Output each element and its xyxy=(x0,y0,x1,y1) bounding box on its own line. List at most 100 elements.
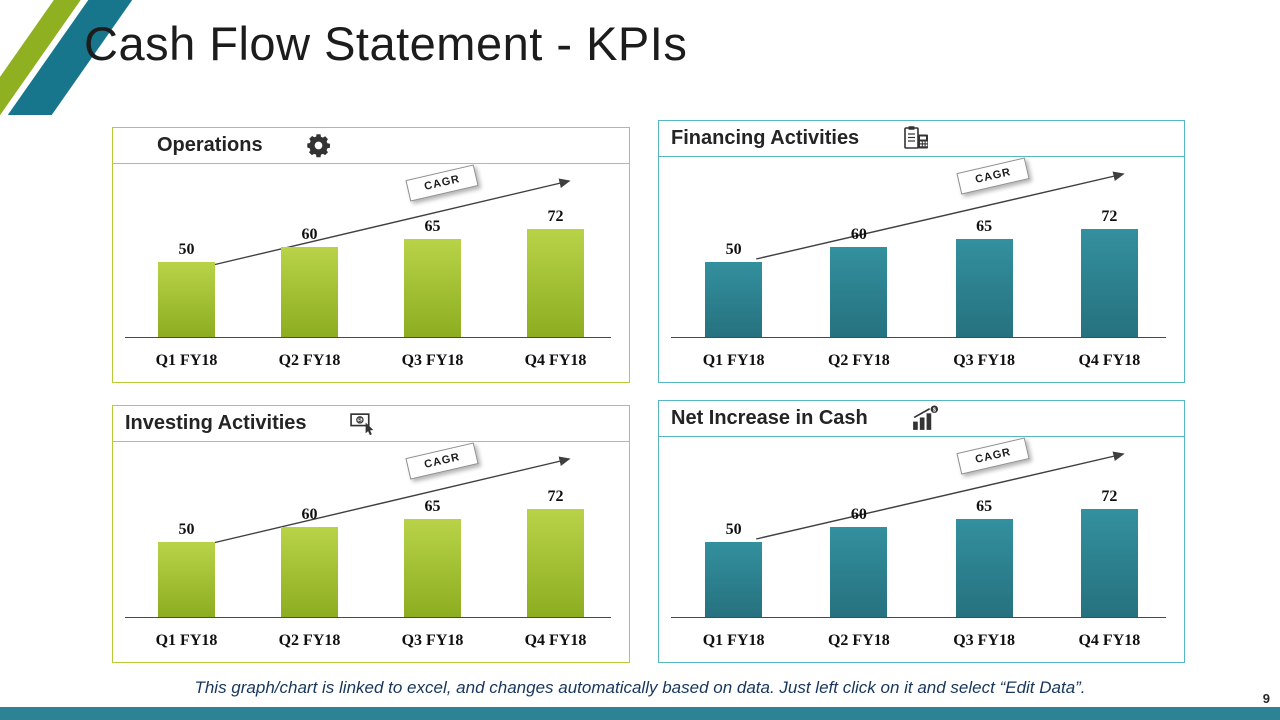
bar xyxy=(705,262,763,337)
svg-text:$: $ xyxy=(933,407,937,413)
page-number: 9 xyxy=(1262,691,1270,706)
chart-panel-operations[interactable]: Operations CAGR 50 60 65 xyxy=(112,127,630,383)
bar xyxy=(158,262,215,337)
bar-value: 60 xyxy=(301,226,318,243)
bars: 50 60 65 72 xyxy=(125,442,617,617)
bar xyxy=(830,247,888,337)
category-label: Q4 FY18 xyxy=(524,632,587,649)
category-labels: Q1 FY18 Q2 FY18 Q3 FY18 Q4 FY18 xyxy=(671,352,1172,370)
category-labels: Q1 FY18 Q2 FY18 Q3 FY18 Q4 FY18 xyxy=(125,632,617,650)
bar-value: 50 xyxy=(725,241,742,258)
bar-group: 60 xyxy=(248,226,371,337)
panel-header: Net Increase in Cash $ xyxy=(659,401,1184,437)
bar xyxy=(281,247,338,337)
footer-note: This graph/chart is linked to excel, and… xyxy=(194,678,1086,697)
bar xyxy=(281,527,338,617)
bar-group: 72 xyxy=(1047,208,1172,337)
bar-value: 65 xyxy=(976,218,993,235)
bar-value: 72 xyxy=(547,208,564,225)
bar xyxy=(158,542,215,617)
bar xyxy=(1080,229,1138,337)
category-label: Q1 FY18 xyxy=(155,352,218,369)
category-labels: Q1 FY18 Q2 FY18 Q3 FY18 Q4 FY18 xyxy=(671,632,1172,650)
bar-value: 50 xyxy=(178,241,195,258)
bar-value: 60 xyxy=(850,506,867,523)
svg-text:$: $ xyxy=(358,417,362,424)
bar-group: 50 xyxy=(671,521,796,617)
bar-group: 65 xyxy=(371,498,494,617)
bar xyxy=(1080,509,1138,617)
category-label: Q2 FY18 xyxy=(278,632,341,649)
trend-arrow xyxy=(756,171,1125,260)
money-click-icon: $ xyxy=(349,410,376,437)
x-axis-line xyxy=(125,337,611,338)
panel-title: Investing Activities xyxy=(125,412,307,434)
bars: 50 60 65 72 xyxy=(671,162,1172,337)
bar xyxy=(705,542,763,617)
bar-group: 60 xyxy=(796,506,921,617)
bar xyxy=(527,509,584,617)
bar-value: 65 xyxy=(976,498,993,515)
bar-group: 60 xyxy=(796,226,921,337)
slide-title: Cash Flow Statement - KPIs xyxy=(84,17,688,70)
bar-group: 50 xyxy=(671,241,796,337)
category-label: Q3 FY18 xyxy=(401,632,464,649)
bar-group: 50 xyxy=(125,241,248,337)
panel-header: Operations xyxy=(113,128,629,164)
category-label: Q1 FY18 xyxy=(702,352,765,369)
bar-value: 72 xyxy=(1101,208,1118,225)
panel-header: Financing Activities xyxy=(659,121,1184,157)
bar xyxy=(527,229,584,337)
x-axis-line xyxy=(671,617,1166,618)
panel-title: Financing Activities xyxy=(671,127,860,149)
panel-header: Investing Activities $ xyxy=(113,406,629,442)
bar xyxy=(404,239,461,337)
category-label: Q4 FY18 xyxy=(1078,632,1141,649)
category-label: Q1 FY18 xyxy=(702,632,765,649)
category-label: Q1 FY18 xyxy=(155,632,218,649)
bar-group: 60 xyxy=(248,506,371,617)
category-labels: Q1 FY18 Q2 FY18 Q3 FY18 Q4 FY18 xyxy=(125,352,617,370)
chart-area: CAGR 50 60 65 72 xyxy=(113,442,629,662)
trend-arrow xyxy=(208,178,571,267)
bar-value: 50 xyxy=(178,521,195,538)
bars: 50 60 65 72 xyxy=(671,442,1172,617)
gear-icon xyxy=(305,132,332,159)
bar-value: 72 xyxy=(547,488,564,505)
growth-chart-icon: $ xyxy=(910,405,939,432)
category-label: Q3 FY18 xyxy=(401,352,464,369)
chart-area: CAGR 50 60 65 72 xyxy=(113,164,629,382)
bar xyxy=(830,527,888,617)
footer-bar xyxy=(0,707,1280,720)
bar-group: 72 xyxy=(494,208,617,337)
bar-value: 65 xyxy=(424,218,441,235)
trend-arrow xyxy=(756,451,1125,540)
panel-title: Operations xyxy=(157,134,263,156)
chart-panel-investing-activities[interactable]: Investing Activities $ CAGR 50 xyxy=(112,405,630,663)
category-label: Q2 FY18 xyxy=(827,352,890,369)
bar-value: 72 xyxy=(1101,488,1118,505)
category-label: Q4 FY18 xyxy=(1078,352,1141,369)
bar-value: 50 xyxy=(725,521,742,538)
bar-group: 50 xyxy=(125,521,248,617)
chart-area: CAGR 50 60 65 72 xyxy=(659,437,1184,662)
trend-arrow xyxy=(208,456,571,545)
chart-panel-net-increase-in-cash[interactable]: Net Increase in Cash $ CAGR 50 xyxy=(658,400,1185,663)
x-axis-line xyxy=(125,617,611,618)
bars: 50 60 65 72 xyxy=(125,164,617,337)
chart-area: CAGR 50 60 65 72 xyxy=(659,157,1184,382)
chart-panel-financing-activities[interactable]: Financing Activities CAGR xyxy=(658,120,1185,383)
bar xyxy=(404,519,461,617)
panel-title: Net Increase in Cash xyxy=(671,407,868,429)
category-label: Q2 FY18 xyxy=(278,352,341,369)
bar-value: 65 xyxy=(424,498,441,515)
bar-group: 72 xyxy=(1047,488,1172,617)
x-axis-line xyxy=(671,337,1166,338)
bar-group: 65 xyxy=(371,218,494,337)
category-label: Q4 FY18 xyxy=(524,352,587,369)
bar-group: 72 xyxy=(494,488,617,617)
category-label: Q3 FY18 xyxy=(953,632,1016,649)
bar-group: 65 xyxy=(922,218,1047,337)
bar-group: 65 xyxy=(922,498,1047,617)
